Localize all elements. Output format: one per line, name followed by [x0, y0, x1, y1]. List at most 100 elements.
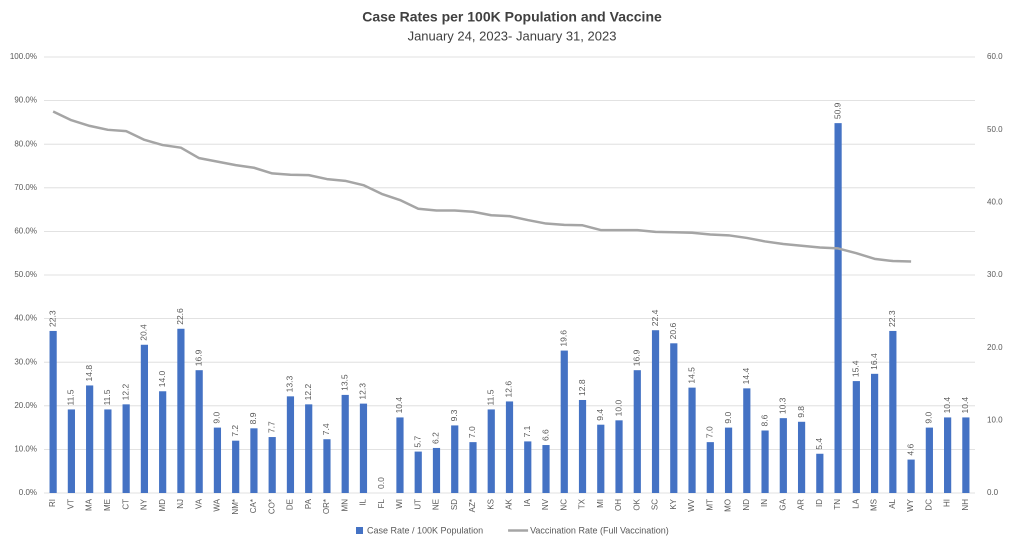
bar [49, 330, 57, 493]
bar [451, 425, 459, 493]
x-tick-label: OH [614, 499, 623, 511]
data-label: 12.2 [303, 384, 313, 401]
x-tick-label: RI [48, 499, 57, 507]
x-tick-label: NM* [231, 499, 240, 515]
data-label: 50.9 [832, 102, 842, 119]
bar [232, 440, 240, 493]
bar [122, 404, 130, 493]
bar [761, 430, 769, 493]
bar [743, 388, 751, 493]
data-label: 16.4 [869, 353, 879, 370]
x-tick-label: AL [888, 498, 897, 508]
x-tick-label: FL [377, 498, 386, 508]
data-label: 20.6 [668, 322, 678, 339]
data-label: 0.0 [376, 477, 386, 489]
y2-tick-label: 10.0 [987, 415, 1003, 424]
bar [396, 417, 404, 493]
x-tick-label: NV [541, 498, 550, 510]
y2-tick-label: 0.0 [987, 488, 999, 497]
bar [469, 442, 477, 493]
y-tick-label: 80.0% [14, 139, 37, 148]
y-tick-label: 20.0% [14, 401, 37, 410]
bar [505, 401, 514, 493]
x-tick-label: LA [851, 498, 860, 508]
data-label: 8.9 [248, 412, 258, 424]
bar [414, 451, 422, 493]
bar [706, 442, 714, 493]
y-tick-label: 60.0% [14, 227, 37, 236]
data-label: 8.6 [759, 414, 769, 426]
data-label: 19.6 [559, 330, 569, 347]
data-label: 16.9 [632, 349, 642, 366]
x-tick-label: WI [395, 499, 404, 509]
bar [852, 381, 860, 493]
x-tick-label: SD [450, 499, 459, 510]
data-label: 10.0 [613, 400, 623, 417]
bar [889, 330, 897, 493]
data-label: 7.1 [522, 425, 532, 437]
x-tick-label: MA [85, 498, 94, 511]
bar [524, 441, 532, 493]
bar [341, 394, 349, 493]
x-tick-label: AK [505, 498, 514, 509]
bar [925, 427, 933, 493]
x-tick-label: KY [669, 498, 678, 509]
x-tick-label: MI [596, 499, 605, 508]
x-tick-label: MN [340, 499, 349, 512]
legend-label: Case Rate / 100K Population [367, 525, 483, 535]
bar [140, 344, 149, 493]
bar [104, 409, 112, 493]
x-tick-label: SC [651, 499, 660, 510]
bar [962, 417, 970, 493]
x-tick-label: TN [833, 499, 842, 510]
x-tick-label: DC [924, 499, 933, 511]
data-label: 10.4 [394, 397, 404, 414]
data-label: 14.4 [741, 368, 751, 385]
chart-subtitle: January 24, 2023- January 31, 2023 [408, 28, 617, 43]
x-tick-label: IL [359, 498, 368, 505]
bar [305, 404, 313, 493]
data-label: 9.8 [796, 406, 806, 418]
data-label: 14.5 [686, 367, 696, 384]
x-tick-label: ND [742, 499, 751, 511]
data-label: 14.8 [84, 365, 94, 382]
bar [432, 447, 441, 493]
x-tick-label: MT [705, 499, 714, 511]
data-label: 7.7 [266, 421, 276, 433]
bar [213, 427, 222, 493]
y2-tick-label: 50.0 [987, 125, 1003, 134]
bar [907, 459, 915, 493]
data-label: 10.3 [778, 397, 788, 414]
data-label: 5.7 [412, 435, 422, 447]
data-label: 9.0 [212, 412, 222, 424]
x-tick-label: GA [778, 498, 787, 510]
x-tick-label: TX [578, 498, 587, 509]
bar [578, 399, 587, 493]
x-tick-label: WA [213, 498, 222, 511]
y-tick-label: 0.0% [19, 488, 37, 497]
y-tick-label: 70.0% [14, 183, 37, 192]
bar [816, 453, 824, 493]
x-tick-label: NY [140, 498, 149, 510]
x-tick-label: OR* [322, 499, 331, 514]
bar [724, 427, 733, 493]
x-tick-label: CA* [249, 499, 258, 513]
data-label: 9.3 [449, 409, 459, 421]
legend-swatch [356, 527, 363, 534]
bar [597, 424, 605, 493]
data-label: 20.4 [139, 324, 149, 341]
y2-tick-label: 40.0 [987, 197, 1003, 206]
x-tick-label: UT [413, 499, 422, 510]
x-tick-label: WV [687, 498, 696, 512]
bar [870, 373, 879, 493]
data-label: 13.3 [285, 376, 295, 393]
data-label: 6.6 [540, 429, 550, 441]
bar [688, 387, 696, 493]
bar [633, 370, 641, 493]
bar [268, 437, 276, 493]
data-label: 14.0 [157, 370, 167, 387]
bar [944, 417, 952, 493]
y-tick-label: 30.0% [14, 357, 37, 366]
x-tick-label: IA [523, 498, 532, 506]
